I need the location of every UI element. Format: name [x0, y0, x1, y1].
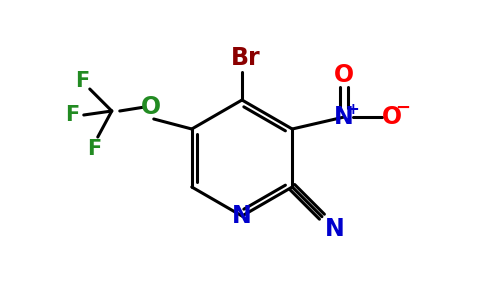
Text: O: O — [334, 63, 354, 87]
Text: Br: Br — [231, 46, 261, 70]
Text: −: − — [394, 99, 410, 117]
Text: F: F — [75, 71, 89, 91]
Text: N: N — [325, 218, 345, 242]
Text: N: N — [232, 204, 252, 228]
Text: O: O — [141, 95, 161, 119]
Text: N: N — [334, 105, 354, 129]
Text: +: + — [347, 101, 360, 116]
Text: O: O — [382, 105, 402, 129]
Text: F: F — [87, 139, 101, 159]
Text: F: F — [65, 105, 79, 125]
